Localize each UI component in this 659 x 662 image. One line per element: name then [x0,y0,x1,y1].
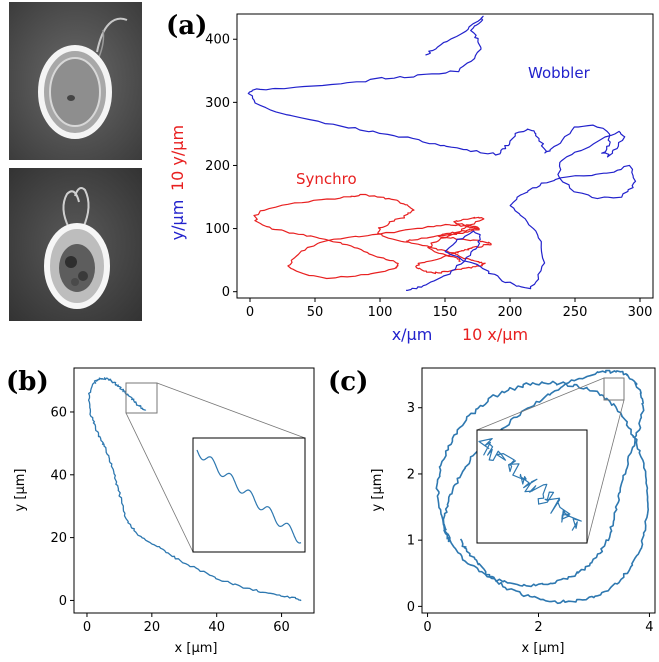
panel-c-inset-trajectory [478,438,582,531]
panel-c-y-tick-label: 0 [407,600,415,615]
panel-b-y-tick-label: 40 [50,468,67,483]
panel-a-y-tick-label: 0 [222,285,230,300]
panel-b-y-tick-label: 60 [50,405,67,420]
panel-b-x-tick-label: 40 [208,620,225,635]
wobbler-trajectory [247,15,637,291]
panel-b-x-tick-label: 0 [83,620,91,635]
panel-c-x-tick-label: 2 [534,620,542,635]
panel-b-x-tick-label: 60 [273,620,290,635]
panel-c: (c) 0 2 4 0 1 2 3 y [μm] x [μm] [328,367,656,656]
panel-c-x-tick-label: 4 [645,620,653,635]
panel-b-yticks: 0 20 40 60 [50,405,74,609]
micrograph-synchro [9,168,142,321]
synchro-label: Synchro [296,170,357,188]
panel-b: (b) 0 20 40 60 0 20 40 60 y [μm] x [μm] [6,367,315,656]
panel-b-y-tick-label: 0 [59,594,67,609]
panel-c-zoom-connector [476,377,605,431]
panel-b-ylabel: y [μm] [13,469,28,512]
panel-a-ylabel-blue: y/μm [168,200,187,241]
panel-b-xlabel: x [μm] [175,641,218,656]
panel-b-inset-trajectory [196,449,302,544]
panel-c-ylabel: y [μm] [370,469,385,512]
panel-a-xlabel-red: 10 x/μm [462,325,528,344]
panel-a: (a) 0 50 100 150 200 250 300 0 100 200 300 400 Wob… [166,11,654,344]
panel-b-axes [73,367,315,614]
panel-c-y-tick-label: 3 [407,401,415,416]
panel-c-yticks: 0 1 2 3 [407,401,422,615]
panel-c-zoom-box [603,377,625,401]
panel-a-label: (a) [166,11,207,41]
panel-c-trajectory [435,369,650,605]
panel-a-ylabel-red: 10 y/μm [168,125,187,191]
panel-c-y-tick-label: 1 [407,534,415,549]
panel-a-xlabel-blue: x/μm [392,325,433,344]
panel-a-y-tick-label: 100 [205,222,230,237]
panel-a-x-tick-label: 250 [563,305,588,320]
panel-b-xticks: 0 20 40 60 [83,613,290,635]
panel-a-x-tick-label: 0 [246,305,254,320]
panel-a-x-tick-label: 300 [628,305,653,320]
panel-a-y-tick-label: 400 [205,33,230,48]
panel-b-label: (b) [6,367,49,397]
panel-c-label: (c) [328,367,368,397]
panel-c-xlabel: x [μm] [522,641,565,656]
panel-c-zoom-connector [586,399,625,544]
panel-a-y-tick-label: 200 [205,159,230,174]
panel-a-x-tick-label: 50 [307,305,324,320]
synchro-trajectory [253,193,492,280]
panel-a-y-tick-label: 300 [205,96,230,111]
wobbler-label: Wobbler [528,64,591,82]
panel-b-trajectory [87,377,302,602]
panel-b-x-tick-label: 20 [144,620,161,635]
panel-c-inset [476,429,588,544]
panel-a-x-tick-label: 150 [433,305,458,320]
panel-a-xticks: 0 50 100 150 200 250 300 [246,298,653,320]
panel-a-x-tick-label: 200 [498,305,523,320]
panel-b-zoom-connector [156,382,306,439]
panel-a-x-tick-label: 100 [368,305,393,320]
panel-b-y-tick-label: 20 [50,531,67,546]
panel-c-y-tick-label: 2 [407,467,415,482]
micrograph-wobbler [9,2,142,160]
panel-b-zoom-connector [125,412,194,553]
panel-a-yticks: 0 100 200 300 400 [205,33,237,300]
panel-b-zoom-box [125,382,158,414]
panel-b-inset [192,437,306,553]
panel-c-x-tick-label: 0 [423,620,431,635]
panel-c-xticks: 0 2 4 [423,613,654,635]
